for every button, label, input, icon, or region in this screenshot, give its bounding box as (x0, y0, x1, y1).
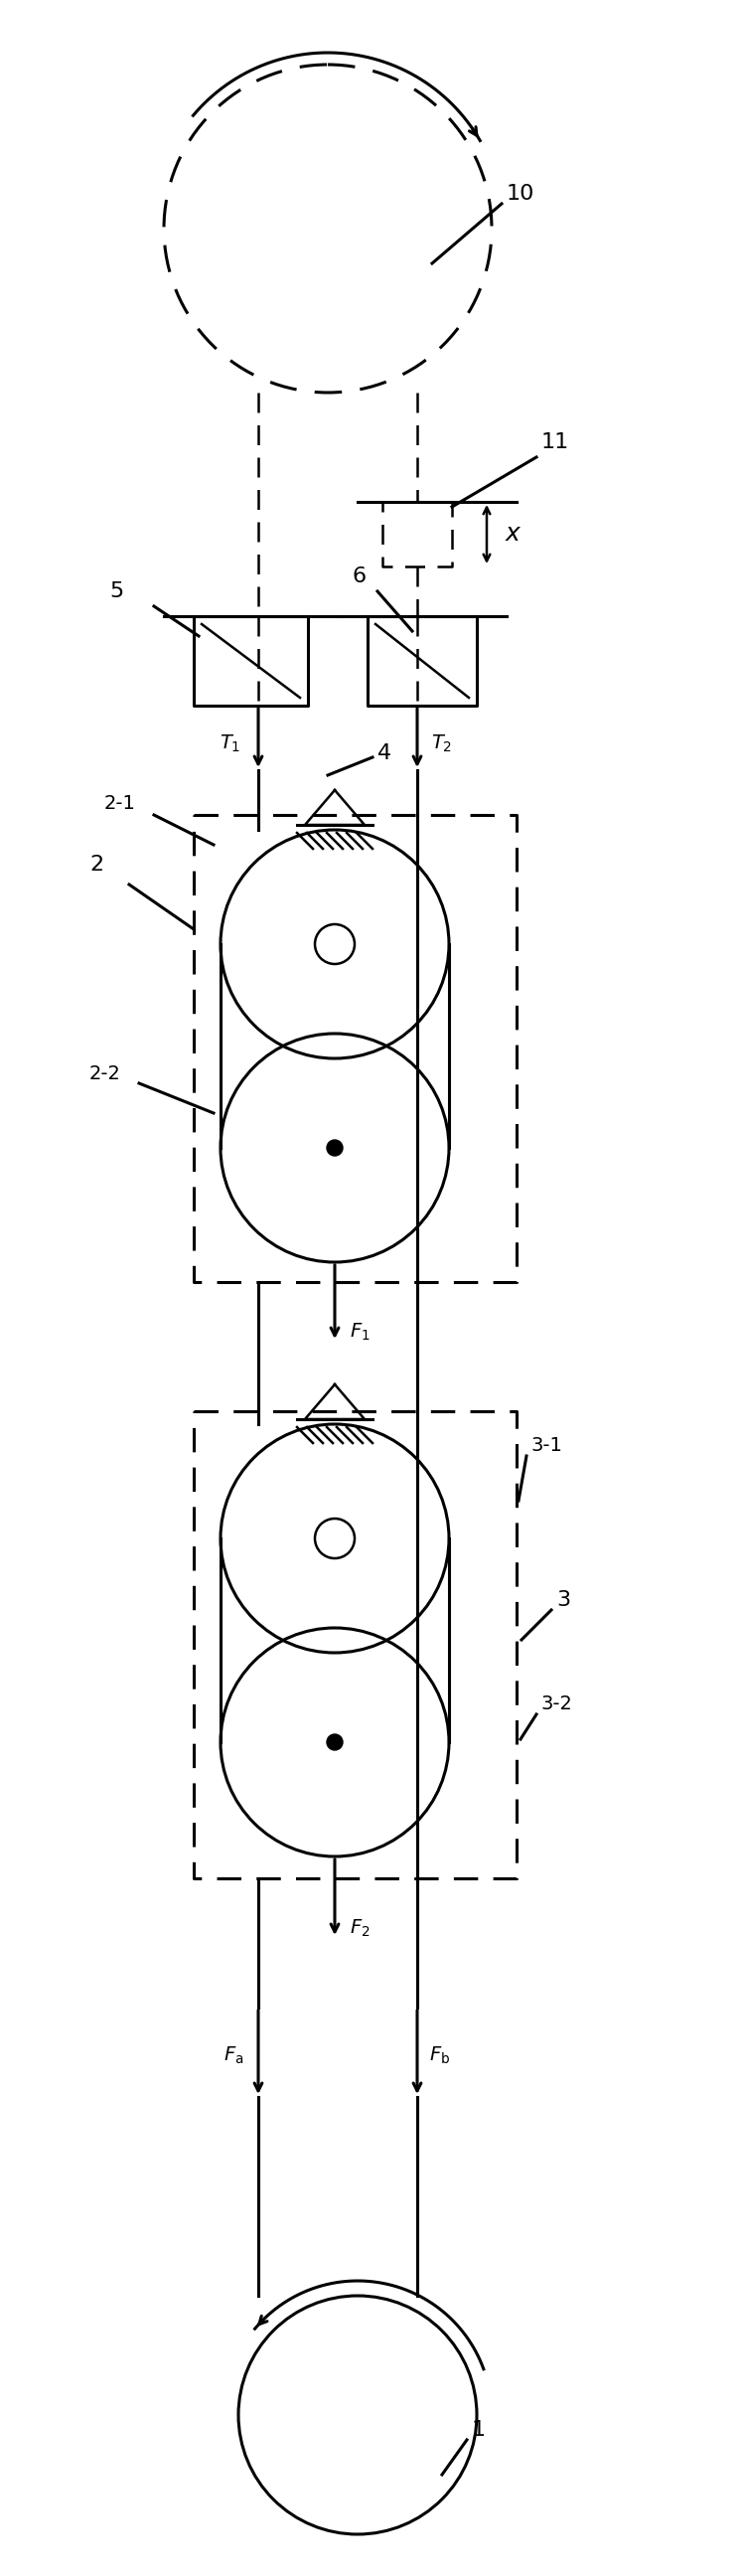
Text: 2-1: 2-1 (104, 793, 136, 811)
Text: 3: 3 (557, 1589, 571, 1610)
Text: $F_2$: $F_2$ (349, 1917, 370, 1940)
Text: 4: 4 (378, 744, 392, 762)
Text: $F_\mathrm{b}$: $F_\mathrm{b}$ (429, 2045, 450, 2066)
Text: 1: 1 (472, 2419, 486, 2439)
Text: $T_1$: $T_1$ (219, 732, 241, 755)
Text: 11: 11 (542, 433, 569, 453)
Circle shape (327, 1141, 343, 1157)
Circle shape (327, 1734, 343, 1749)
Text: $F_1$: $F_1$ (349, 1321, 370, 1342)
Text: 6: 6 (352, 567, 367, 587)
Text: 3-2: 3-2 (542, 1695, 573, 1713)
Text: $T_2$: $T_2$ (431, 732, 452, 755)
Text: 2-2: 2-2 (89, 1064, 121, 1082)
Text: 5: 5 (110, 582, 124, 600)
Text: $F_\mathrm{a}$: $F_\mathrm{a}$ (224, 2045, 244, 2066)
Text: 3-1: 3-1 (531, 1437, 563, 1455)
Text: 10: 10 (507, 183, 535, 204)
Text: $x$: $x$ (504, 523, 522, 546)
Text: 2: 2 (89, 855, 104, 876)
